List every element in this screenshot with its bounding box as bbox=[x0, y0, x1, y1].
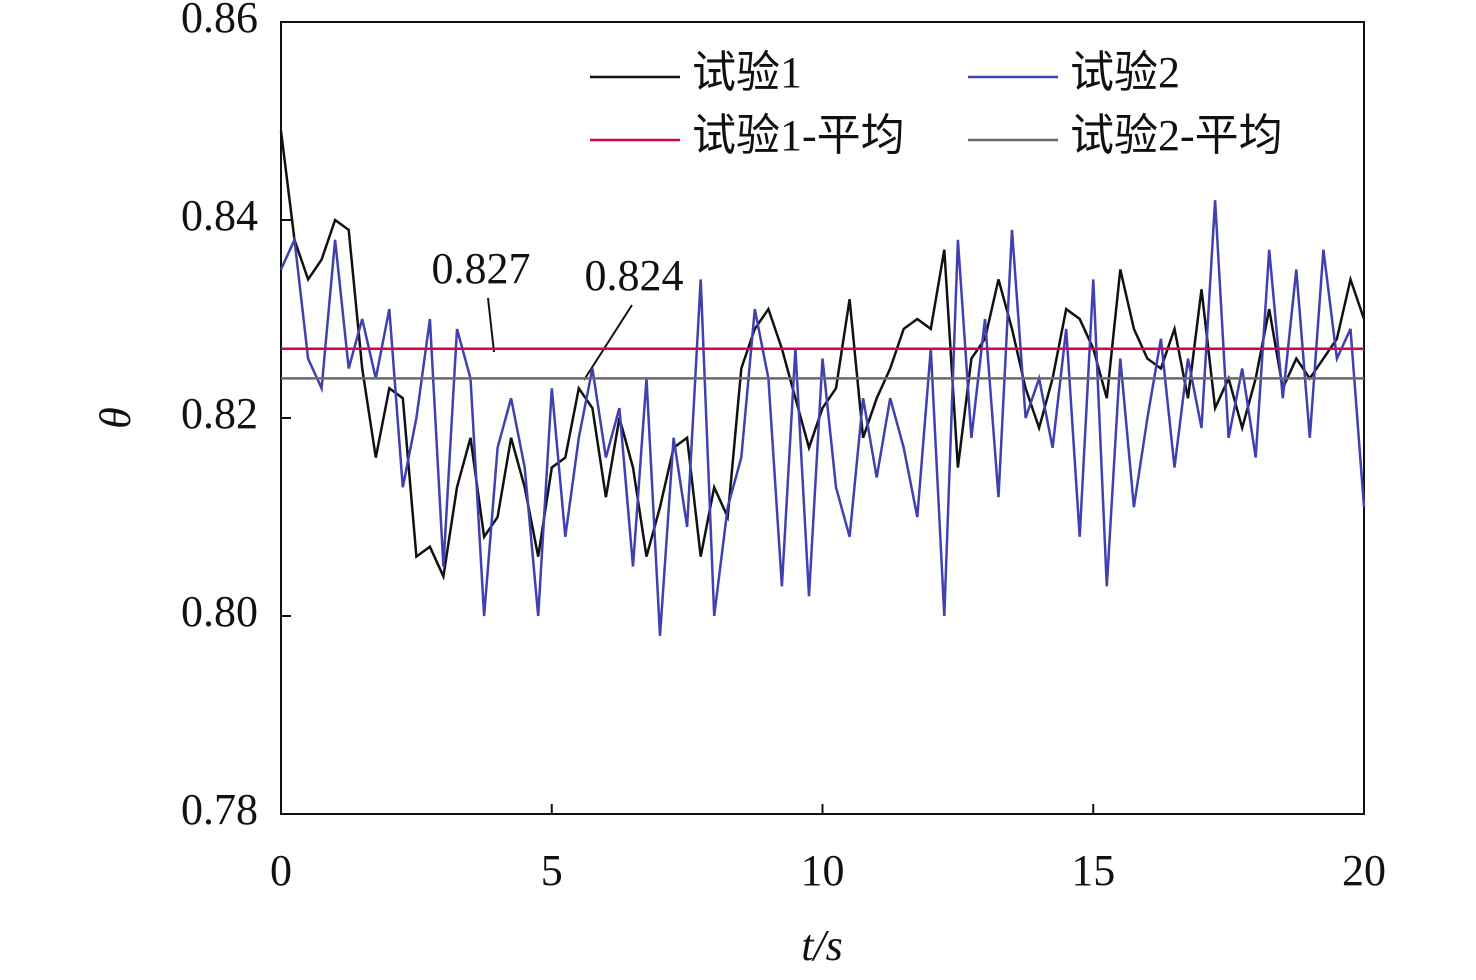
y-tick-label: 0.82 bbox=[181, 389, 258, 438]
annotation: 0.824 bbox=[585, 251, 684, 300]
x-tick-label: 20 bbox=[1342, 846, 1386, 895]
data-line bbox=[279, 130, 1366, 581]
y-tick-label: 0.86 bbox=[181, 0, 258, 42]
x-axis-label: t/s bbox=[801, 921, 843, 970]
legend-label: 试验1-平均 bbox=[692, 111, 905, 160]
legend-label: 试验1 bbox=[692, 48, 802, 97]
legend-label: 试验2 bbox=[1070, 48, 1180, 97]
y-tick-label: 0.80 bbox=[181, 587, 258, 636]
y-tick-label: 0.84 bbox=[181, 191, 258, 240]
annotation-leader bbox=[583, 304, 633, 381]
x-tick-label: 10 bbox=[801, 846, 845, 895]
data-line bbox=[279, 200, 1366, 636]
legend-label: 试验2-平均 bbox=[1070, 111, 1283, 160]
x-tick-label: 15 bbox=[1071, 846, 1115, 895]
annotation-leader bbox=[487, 297, 495, 353]
y-axis-label: θ bbox=[91, 407, 140, 429]
x-tick-label: 0 bbox=[270, 846, 292, 895]
y-tick-label: 0.78 bbox=[181, 785, 258, 834]
x-tick-label: 5 bbox=[541, 846, 563, 895]
annotation: 0.827 bbox=[432, 244, 531, 293]
